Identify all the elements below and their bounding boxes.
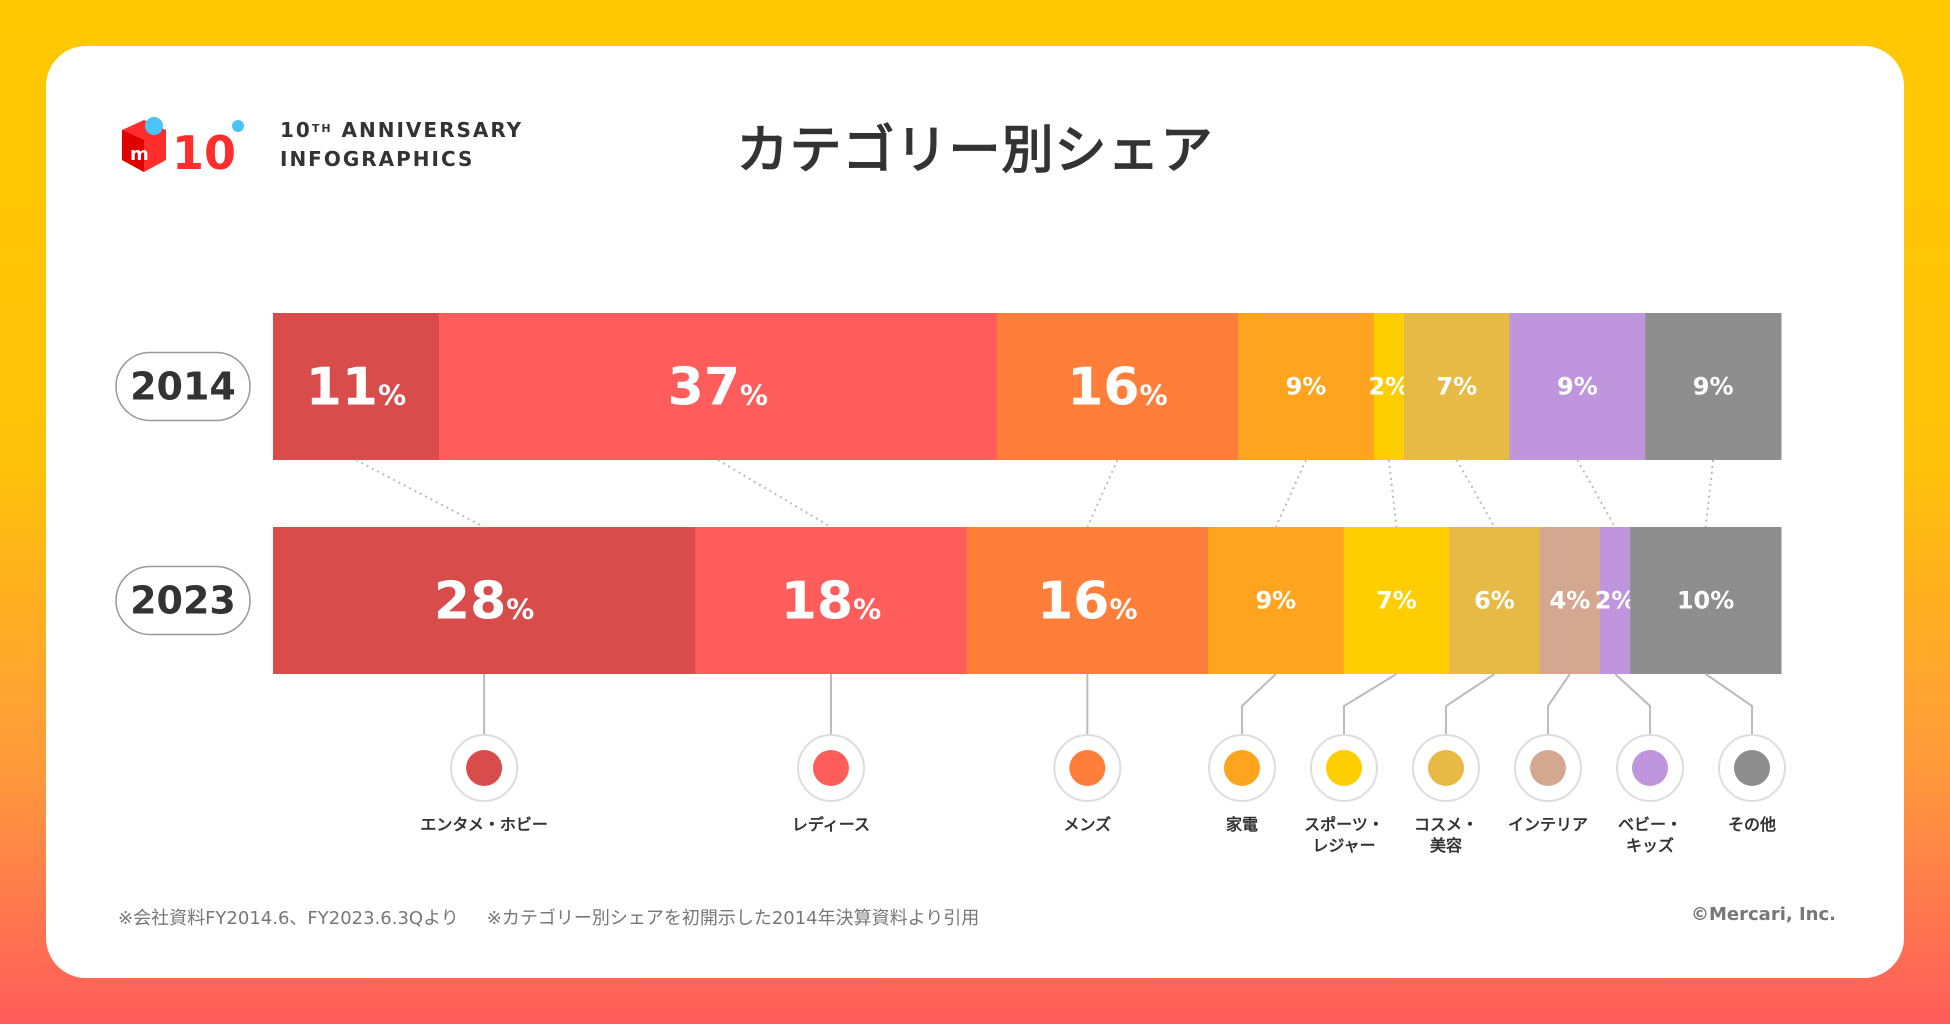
category-label: その他 [1728, 815, 1776, 834]
bar-segment [1238, 313, 1375, 460]
anniv-rest: ANNIVERSARY [332, 118, 524, 142]
connector-line [1387, 459, 1398, 528]
icon-connector [1343, 673, 1397, 736]
connector-line [1576, 459, 1616, 528]
bar-value-label: 37% [668, 358, 768, 418]
icon-connector [1547, 673, 1571, 736]
category-label: レディース [792, 815, 870, 834]
category-label: メンズ [1063, 815, 1111, 834]
footnote: ※会社資料FY2014.6、FY2023.6.3Qより ※カテゴリー別シェアを初開… [118, 904, 1007, 930]
category-label: エンタメ・ホビー [420, 815, 548, 834]
bar-value-label: 9% [1286, 373, 1327, 401]
bar-segment [695, 527, 968, 674]
bar-value-label: 9% [1693, 373, 1734, 401]
footnote-2: ※カテゴリー別シェアを初開示した2014年決算資料より引用 [486, 908, 980, 929]
bar-segment [1343, 527, 1450, 674]
bar-segment [273, 313, 440, 460]
icon-connector [1614, 673, 1651, 736]
bar-segment [1645, 313, 1782, 460]
category-label: スポーツ・レジャー [1304, 815, 1384, 855]
bar-segment [1404, 313, 1511, 460]
bar-value-label: 4% [1550, 587, 1591, 615]
page-title: カテゴリー別シェア [736, 121, 1214, 181]
bar-value-label: 9% [1255, 587, 1296, 615]
year-label: 2014 [130, 365, 236, 409]
icon-connector [1705, 673, 1753, 736]
connector-line [1086, 459, 1119, 528]
bar-value-label: 7% [1436, 373, 1477, 401]
bar-segment [1600, 527, 1631, 674]
bar-value-label: 9% [1557, 373, 1598, 401]
connector-line [1274, 459, 1307, 528]
man-icon [1069, 750, 1106, 786]
gamepad-icon [466, 750, 503, 786]
bar-value-label: 16% [1037, 572, 1137, 632]
year-pill [115, 565, 251, 636]
bar-value-label: 7% [1376, 587, 1417, 615]
bar-segment [996, 313, 1239, 460]
icon-connector [1241, 673, 1277, 736]
svg-text:m: m [130, 144, 149, 165]
bar-segment [1539, 527, 1601, 674]
bar-value-label: 6% [1474, 587, 1515, 615]
mercari-10th-logo: m 10 [122, 117, 244, 180]
bar-segment [1373, 313, 1405, 460]
stacked-bar-chart: 2014 11% 37% 16% 9% 2% 7% 9% 9% 2023 28% 18% 16% 9% 7%… [115, 313, 1786, 855]
category-label: インテリア [1508, 815, 1588, 834]
anniversary-label: 10TH ANNIVERSARY INFOGRAPHICS [280, 116, 523, 174]
copyright: ©Mercari, Inc. [1691, 904, 1836, 925]
year-label: 2023 [130, 579, 236, 623]
bar-value-label: 18% [781, 572, 881, 632]
logo-ten: 10 [172, 126, 236, 180]
footnote-1: ※会社資料FY2014.6、FY2023.6.3Qより [118, 908, 459, 929]
bar-segment [1207, 527, 1345, 674]
bar-segment [1509, 313, 1646, 460]
anniv-num: 10 [280, 118, 312, 142]
year-pill [115, 351, 251, 422]
bar-segment [966, 527, 1209, 674]
connector-line [717, 459, 832, 528]
category-label: 家電 [1226, 815, 1258, 834]
connector-line [1455, 459, 1496, 528]
woman-icon [812, 750, 849, 786]
car-icon [1734, 750, 1770, 786]
lipstick-icon [1428, 750, 1464, 786]
chair-icon [1530, 750, 1566, 786]
bar-value-label: 2% [1369, 373, 1410, 401]
basketball-icon [1326, 750, 1362, 786]
anniv-line2: INFOGRAPHICS [280, 147, 475, 171]
infographic-card: m 10 10TH ANNIVERSARY INFOGRAPHICS カテゴリー… [46, 46, 1904, 978]
phone-icon [1224, 750, 1260, 786]
category-label: コスメ・美容 [1414, 815, 1478, 855]
bar-value-label: 2% [1595, 587, 1636, 615]
bar-value-label: 11% [306, 358, 406, 418]
connector-line [1704, 459, 1715, 528]
category-label: ベビー・キッズ [1618, 815, 1682, 855]
connector-line [355, 459, 485, 528]
bar-segment [438, 313, 998, 460]
bar-value-label: 28% [434, 572, 534, 632]
stroller-icon [1632, 750, 1668, 786]
bar-segment [273, 527, 696, 674]
bar-value-label: 16% [1067, 358, 1167, 418]
bar-segment [1630, 527, 1782, 674]
anniv-sup: TH [311, 122, 333, 135]
bar-segment [1449, 527, 1541, 674]
bar-value-label: 10% [1677, 587, 1734, 615]
icon-connector [1445, 673, 1496, 736]
